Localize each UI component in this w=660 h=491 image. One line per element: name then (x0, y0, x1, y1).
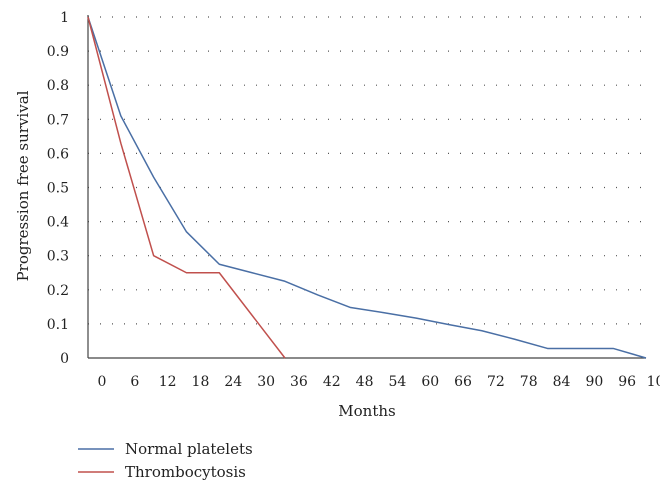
series-lines (87, 16, 647, 359)
y-tick-label: 1 (60, 10, 69, 26)
x-tick-label: 78 (520, 374, 538, 390)
y-tick-label: 0.7 (47, 112, 69, 128)
x-tick-label: 66 (454, 374, 472, 390)
x-tick-label: 24 (224, 374, 242, 390)
x-tick-label: 48 (356, 374, 374, 390)
x-tick-label: 6 (130, 374, 139, 390)
y-tick-label: 0 (60, 351, 69, 367)
y-tick-label: 0.3 (47, 249, 69, 265)
y-tick-label: 0.6 (47, 146, 69, 162)
x-tick-label: 42 (323, 374, 341, 390)
legend-label: Thrombocytosis (125, 463, 246, 481)
axes (87, 15, 646, 359)
x-tick-label: 36 (290, 374, 308, 390)
x-tick-label: 12 (159, 374, 177, 390)
legend: Normal platelets Thrombocytosis (78, 440, 253, 481)
y-tick-label: 0.9 (47, 44, 69, 60)
y-tick-label: 0.5 (47, 181, 69, 197)
y-axis-title: Progression free survival (14, 90, 32, 281)
x-tick-label: 30 (257, 374, 275, 390)
x-tick-label: 72 (487, 374, 505, 390)
y-tick-label: 0.4 (47, 215, 69, 231)
legend-label: Normal platelets (125, 440, 253, 458)
x-axis-title: Months (338, 402, 395, 420)
y-tick-label: 0.1 (47, 317, 69, 333)
y-tick-labels: 0 0.1 0.2 0.3 0.4 0.5 0.6 0.7 0.8 0.9 1 (47, 10, 69, 367)
x-tick-label: 84 (553, 374, 571, 390)
x-tick-label: 96 (618, 374, 636, 390)
y-tick-label: 0.2 (47, 283, 69, 299)
y-tick-label: 0.8 (47, 78, 69, 94)
x-tick-label: 102 (647, 374, 660, 390)
gridlines (88, 16, 646, 325)
x-tick-label: 18 (192, 374, 210, 390)
x-tick-label: 0 (98, 374, 107, 390)
x-tick-label: 90 (585, 374, 603, 390)
x-tick-label: 60 (421, 374, 439, 390)
x-tick-labels: 0 6 12 18 24 30 36 42 48 54 60 66 72 78 84 90 96 102 (98, 374, 660, 390)
x-tick-label: 54 (388, 374, 406, 390)
series-line-thrombocytosis (87, 16, 286, 359)
series-line-normal-platelets (87, 16, 647, 359)
